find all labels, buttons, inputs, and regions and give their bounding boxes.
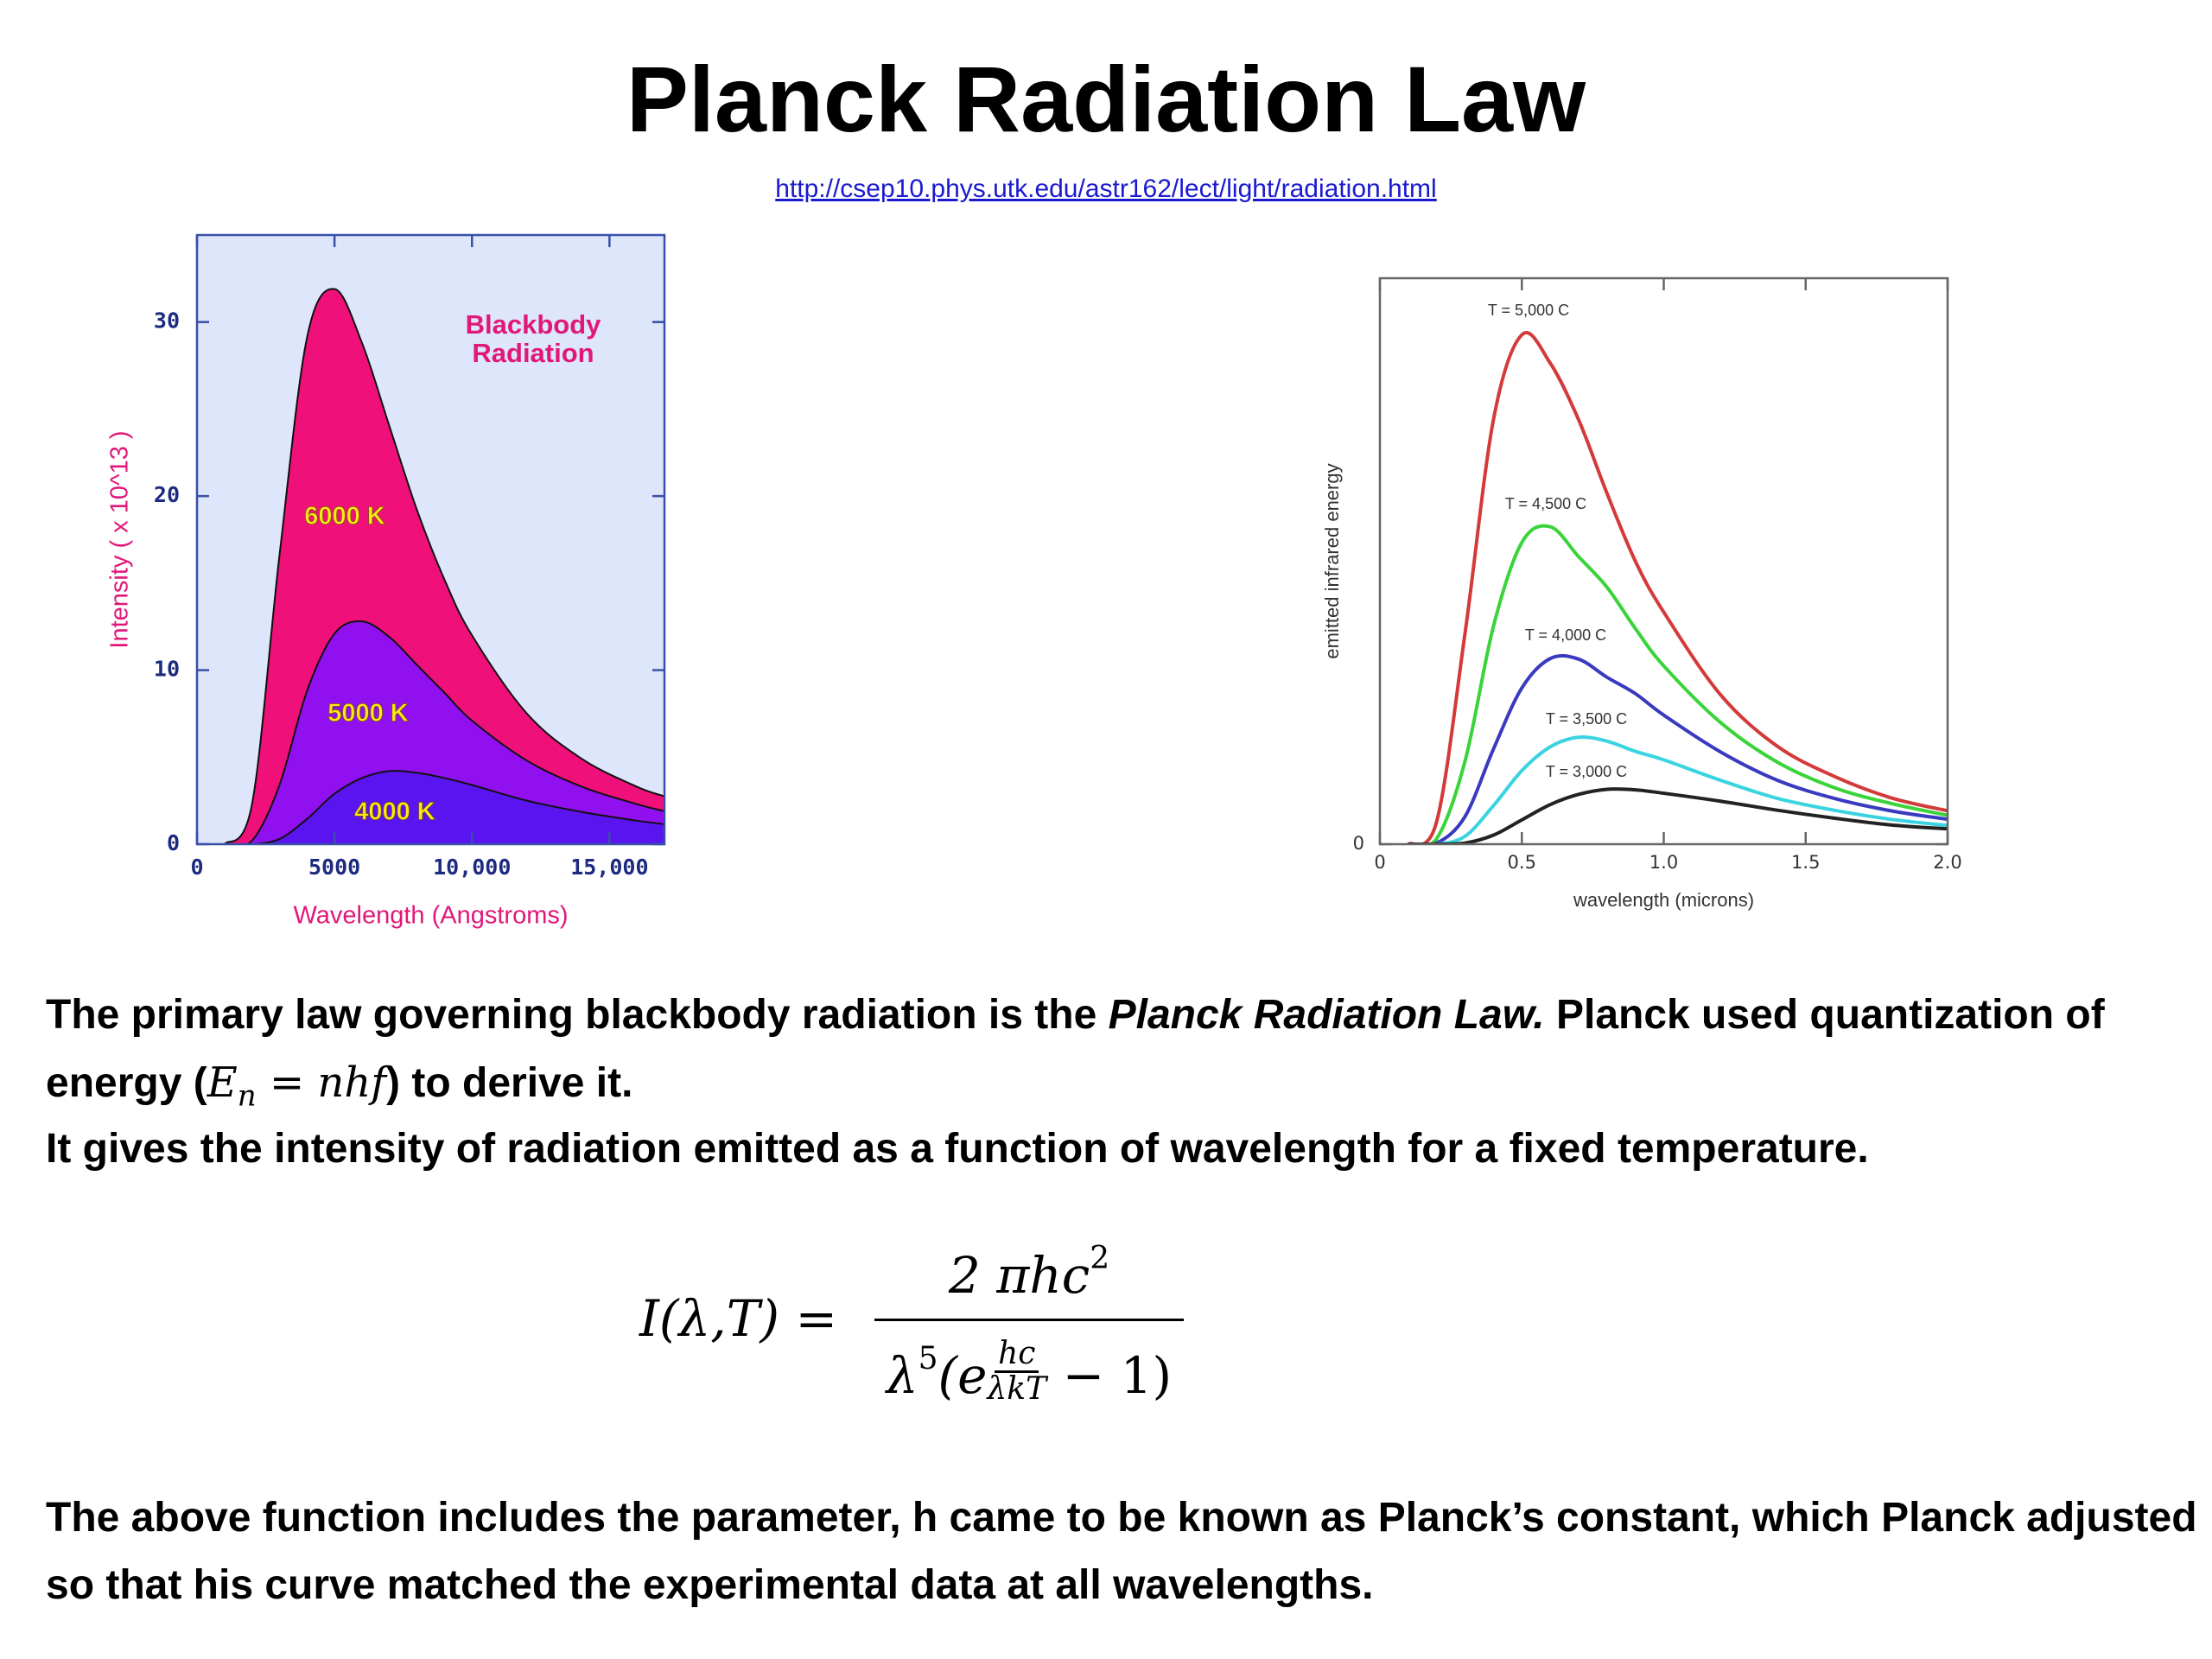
y-axis-label: emitted infrared energy xyxy=(1321,463,1343,658)
math: En = nhf xyxy=(207,1058,387,1114)
annotation: Radiation xyxy=(472,338,594,368)
fraction-bar xyxy=(874,1319,1184,1321)
text: 2 xyxy=(1090,1241,1110,1276)
charts: 6000 K 5000 K 4000 K 0 5000 10,000 15,000 0 10 20… xyxy=(106,233,1962,930)
text: − 1) xyxy=(1046,1346,1173,1405)
y-tick-label: 20 xyxy=(154,482,180,507)
line xyxy=(1408,524,1948,844)
x-axis-label: wavelength (microns) xyxy=(1573,889,1754,911)
text: (e xyxy=(938,1346,988,1405)
y-tick-label: 0 xyxy=(167,830,180,855)
math-sub: n xyxy=(237,1078,257,1114)
x-tick-label: 1.0 xyxy=(1649,852,1678,873)
series-label: 5000 K xyxy=(327,700,409,728)
link[interactable]: http://csep10.phys.utk.edu/astr162/lect/… xyxy=(775,175,1437,203)
chart: T = 5,000 C T = 4,500 C T = 4,000 C T = 3,5… xyxy=(1321,276,1962,911)
y-tick-label: 10 xyxy=(154,657,180,682)
x-tick-label: 1.5 xyxy=(1791,852,1820,873)
text: λkT xyxy=(987,1371,1047,1407)
series-label: T = 4,000 C xyxy=(1525,626,1606,644)
text: hc xyxy=(995,1338,1039,1373)
x-tick-label: 10,000 xyxy=(433,855,511,880)
x-tick-label: 15,000 xyxy=(570,855,648,880)
series-label: T = 3,000 C xyxy=(1546,763,1627,780)
line xyxy=(1408,734,1948,844)
math-base: E xyxy=(207,1058,238,1107)
series-label: T = 4,500 C xyxy=(1505,495,1586,512)
series-label: T = 3,500 C xyxy=(1546,710,1627,728)
title: Planck Radiation Law xyxy=(626,47,1586,151)
math-rest: = nhf xyxy=(269,1058,387,1107)
y-tick-label: 30 xyxy=(154,308,180,334)
x-tick-label: 5000 xyxy=(308,855,360,880)
paragraph: The above function includes the paramete… xyxy=(46,1484,2206,1619)
text: It gives the intensity of radiation emit… xyxy=(46,1126,1869,1172)
text: Planck used quantization of energy ( xyxy=(46,992,2105,1106)
area xyxy=(224,770,664,844)
line xyxy=(1408,653,1948,844)
x-tick-label: 0.5 xyxy=(1508,852,1536,873)
chart: 6000 K 5000 K 4000 K 0 5000 10,000 15,000 0 10 20… xyxy=(106,233,666,930)
formula-numerator: 2 πhc2 xyxy=(874,1241,1184,1305)
annotation: Blackbody xyxy=(466,309,602,340)
text: The primary law governing blackbody radi… xyxy=(46,992,1109,1038)
plot xyxy=(1407,331,1948,844)
area xyxy=(224,620,664,844)
line xyxy=(1407,331,1948,844)
y-tick-label: 0 xyxy=(1353,833,1364,854)
text: 2 πhc xyxy=(948,1246,1090,1305)
line xyxy=(1408,787,1948,844)
series-label: 4000 K xyxy=(354,798,435,826)
x-tick-label: 0 xyxy=(190,855,203,880)
x-tick-label: 0 xyxy=(1374,852,1385,873)
y-axis-label: Intensity ( x 10^13 ) xyxy=(106,430,134,648)
exponent-fraction: hc λkT xyxy=(987,1338,1046,1406)
x-axis-label: Wavelength (Angstroms) xyxy=(293,902,568,930)
plot xyxy=(223,288,664,844)
text: ) to derive it. xyxy=(386,1060,633,1106)
formula-lhs: I(λ,T) = xyxy=(639,1289,837,1348)
series-label: T = 5,000 C xyxy=(1488,302,1569,319)
text: λ xyxy=(886,1346,918,1405)
text: Planck Radiation Law. xyxy=(1108,992,1545,1038)
text: I(λ,T) = xyxy=(639,1289,838,1348)
paragraph: The primary law governing blackbody radi… xyxy=(46,982,2206,1130)
series-label: 6000 K xyxy=(304,503,385,531)
text: 5 xyxy=(918,1341,938,1376)
text: The above function includes the paramete… xyxy=(46,1495,2197,1608)
formula-denominator: λ5(e hc λkT − 1) xyxy=(874,1338,1184,1406)
paragraph: It gives the intensity of radiation emit… xyxy=(46,1116,2206,1183)
x-tick-label: 2.0 xyxy=(1933,852,1961,873)
plot-frame xyxy=(195,233,666,846)
